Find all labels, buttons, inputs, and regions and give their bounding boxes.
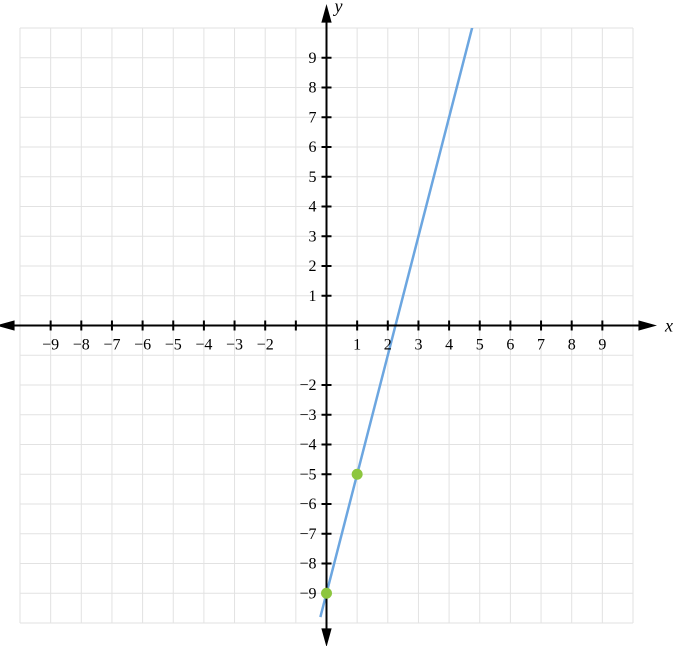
y-tick-label: 6 [309,139,317,156]
y-tick-label: −6 [299,496,316,513]
x-tick-label: −8 [73,337,90,354]
x-tick-label: 7 [537,337,545,354]
x-tick-label: 2 [384,337,392,354]
y-tick-label: 4 [309,199,317,216]
y-axis-label: y [333,0,343,16]
x-tick-label: −6 [134,337,151,354]
y-tick-label: 2 [309,258,317,275]
y-tick-label: 8 [309,80,317,97]
y-tick-label: −7 [299,526,316,543]
y-tick-label: −5 [299,466,316,483]
x-tick-label: 6 [506,337,514,354]
chart-svg: −9−8−7−6−5−4−3−2123456789−9−8−7−6−5−4−3−… [0,0,673,646]
data-point [322,588,332,598]
y-tick-label: 5 [309,169,317,186]
x-tick-label: 3 [414,337,422,354]
x-tick-label: −9 [42,337,59,354]
x-tick-label: −2 [257,337,274,354]
coordinate-chart: −9−8−7−6−5−4−3−2123456789−9−8−7−6−5−4−3−… [0,0,673,646]
x-tick-label: 4 [445,337,453,354]
y-tick-label: 1 [309,288,317,305]
y-tick-label: −4 [299,437,316,454]
x-tick-label: −3 [226,337,243,354]
y-tick-label: 9 [309,50,317,67]
x-tick-label: 9 [598,337,606,354]
x-tick-label: −5 [165,337,182,354]
x-tick-label: 5 [476,337,484,354]
y-tick-label: 3 [309,228,317,245]
x-tick-label: −4 [195,337,212,354]
y-tick-label: −3 [299,407,316,424]
y-tick-label: −9 [299,585,316,602]
x-tick-label: 8 [568,337,576,354]
x-tick-label: 1 [353,337,361,354]
y-tick-label: 7 [309,109,317,126]
y-tick-label: −8 [299,556,316,573]
data-point [352,469,362,479]
x-axis-label: x [664,316,673,336]
x-tick-label: −7 [103,337,120,354]
y-tick-label: −2 [299,377,316,394]
